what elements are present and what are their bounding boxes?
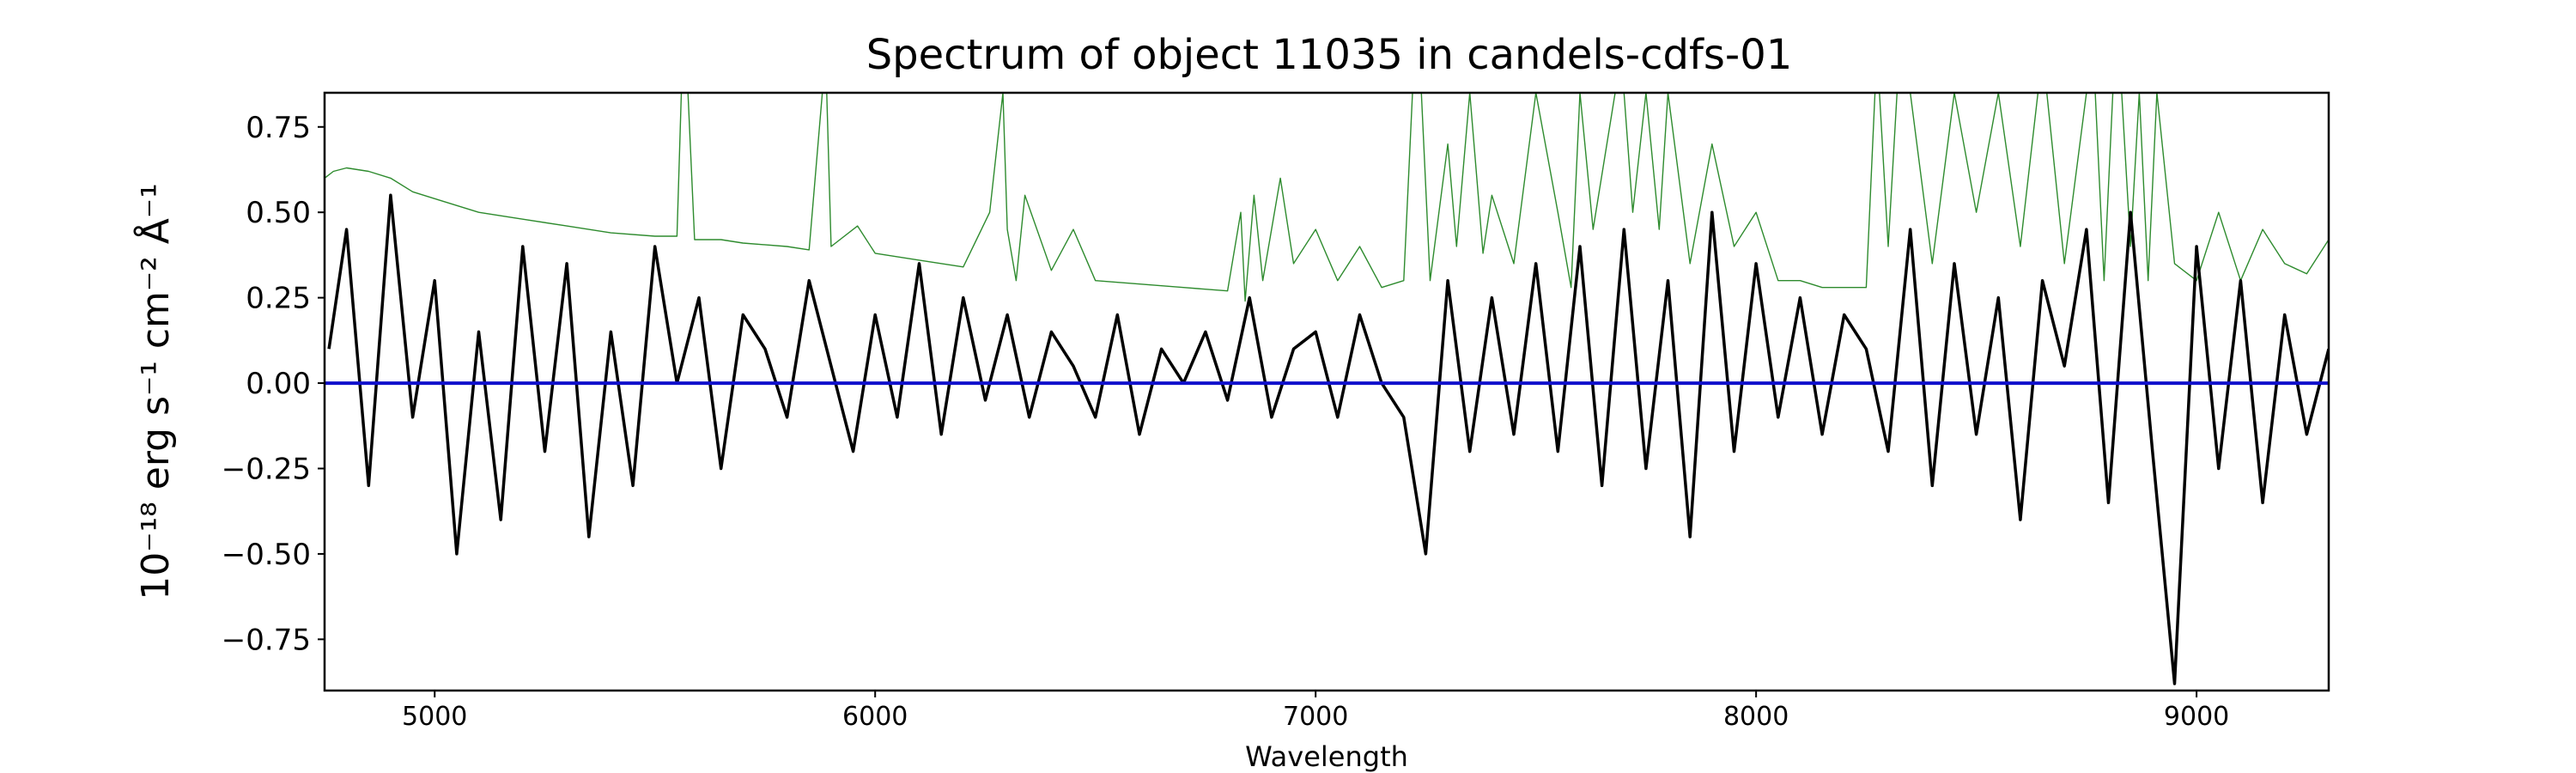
spectrum-error-line [325, 93, 2329, 302]
y-tick-label: −0.75 [222, 623, 311, 657]
y-axis-label: 10⁻¹⁸ erg s⁻¹ cm⁻² Å⁻¹ [132, 183, 178, 600]
chart-title: Spectrum of object 11035 in candels-cdfs… [866, 31, 1793, 79]
y-tick-label: 0.75 [246, 111, 311, 145]
spectrum-flux-line [327, 193, 2329, 685]
y-tick-label: −0.25 [222, 452, 311, 486]
y-tick-label: 0.25 [246, 282, 311, 316]
y-axis: 0.75 0.50 0.25 0.00 −0.25 −0.50 −0.75 [222, 111, 325, 657]
x-tick-label: 7000 [1283, 702, 1348, 732]
x-tick-label: 9000 [2164, 702, 2229, 732]
x-axis-label: Wavelength [1245, 740, 1408, 773]
x-tick-label: 5000 [402, 702, 467, 732]
x-axis: 5000 6000 7000 8000 9000 [402, 691, 2229, 732]
series-layer [325, 93, 2329, 685]
plot-frame [323, 91, 2330, 692]
y-tick-label: 0.50 [246, 196, 311, 230]
y-tick-label: −0.50 [222, 538, 311, 572]
x-tick-label: 8000 [1723, 702, 1789, 732]
x-tick-label: 6000 [842, 702, 908, 732]
y-tick-label: 0.00 [246, 367, 311, 401]
